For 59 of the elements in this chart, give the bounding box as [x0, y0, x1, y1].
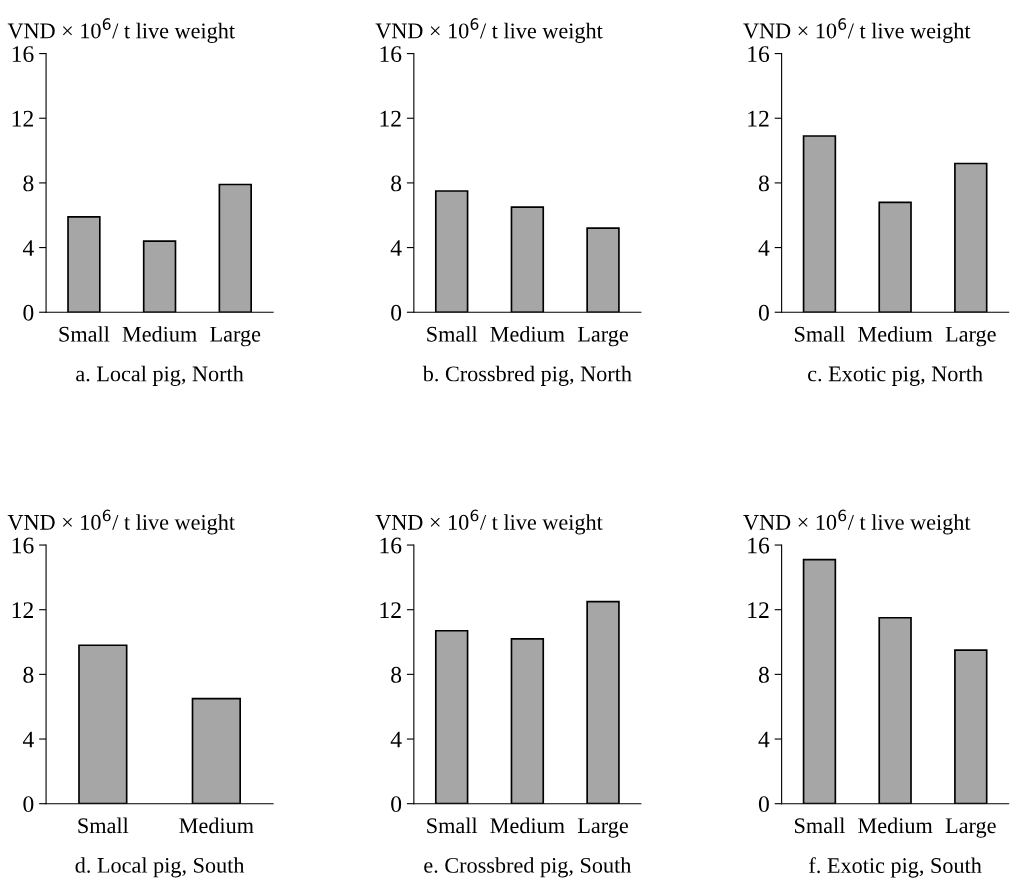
x-tick-label: Small	[427, 326, 478, 342]
x-tick-label: Small	[795, 817, 845, 834]
x-tick-label: Large	[945, 326, 996, 347]
x-axis-title: f. Exotic pig, South	[809, 857, 982, 878]
y-tick-label: 0	[23, 796, 34, 813]
y-tick-label: 12	[12, 602, 33, 618]
x-axis-title: d. Local pig, South	[75, 857, 245, 878]
y-axis-title: VND × 10$^{6}$/ t live weight	[375, 509, 603, 535]
y-tick-label: 12	[380, 602, 401, 618]
x-axis-title: b. Crossbred pig, North	[422, 365, 632, 386]
x-tick-label: Small	[59, 326, 110, 342]
y-tick-label: 12	[380, 110, 401, 127]
y-tick-label: 8	[391, 666, 402, 683]
y-tick-label: 8	[758, 175, 769, 192]
y-tick-label: 0	[758, 796, 769, 813]
x-tick-label: Medium	[122, 326, 197, 342]
x-axis-title: e. Crossbred pig, South	[424, 857, 632, 878]
y-tick-label: 0	[758, 304, 769, 321]
x-tick-label: Small	[795, 326, 845, 342]
y-axis-title: VND × 10$^{6}$/ t live weight	[375, 18, 603, 43]
y-axis-title: VND × 10$^{6}$/ t live weight	[743, 18, 971, 43]
x-tick-label: Medium	[179, 817, 254, 834]
y-tick-label: 16	[380, 46, 402, 62]
y-tick-label: 8	[758, 666, 769, 683]
x-tick-label: Medium	[490, 326, 565, 342]
y-tick-label: 12	[748, 602, 769, 618]
y-axis-title: VND × 10$^{6}$/ t live weight	[7, 509, 235, 535]
y-tick-label: 16	[380, 537, 402, 554]
x-axis-title: c. Exotic pig, North	[808, 365, 983, 386]
y-tick-label: 4	[390, 240, 402, 256]
x-tick-label: Large	[577, 326, 628, 347]
y-tick-label: 4	[22, 731, 34, 748]
y-tick-label: 0	[391, 796, 402, 813]
y-axis-title: VND × 10$^{6}$/ t live weight	[743, 509, 971, 535]
y-tick-label: 8	[23, 666, 34, 683]
y-tick-label: 4	[758, 731, 770, 748]
y-tick-label: 4	[22, 240, 34, 256]
y-tick-label: 8	[23, 175, 34, 192]
x-tick-label: Medium	[490, 817, 565, 834]
y-tick-label: 4	[390, 731, 402, 748]
x-tick-label: Medium	[858, 817, 933, 834]
x-tick-label: Large	[577, 818, 628, 838]
x-tick-label: Large	[210, 326, 261, 347]
y-tick-label: 16	[12, 537, 34, 554]
y-tick-label: 0	[391, 304, 402, 321]
y-tick-label: 16	[12, 46, 34, 62]
x-axis-title: a. Local pig, North	[76, 365, 244, 386]
y-tick-label: 0	[23, 304, 34, 321]
y-tick-label: 12	[12, 110, 33, 127]
x-tick-label: Medium	[858, 326, 933, 342]
x-tick-label: Small	[427, 817, 478, 834]
y-tick-label: 8	[391, 175, 402, 192]
y-tick-label: 16	[748, 537, 770, 554]
y-axis-title: VND × 10$^{6}$/ t live weight	[7, 18, 235, 43]
y-tick-label: 12	[748, 110, 769, 127]
x-tick-label: Small	[78, 817, 129, 834]
x-tick-label: Large	[945, 818, 996, 838]
y-tick-label: 4	[758, 240, 770, 256]
y-tick-label: 16	[748, 46, 770, 62]
